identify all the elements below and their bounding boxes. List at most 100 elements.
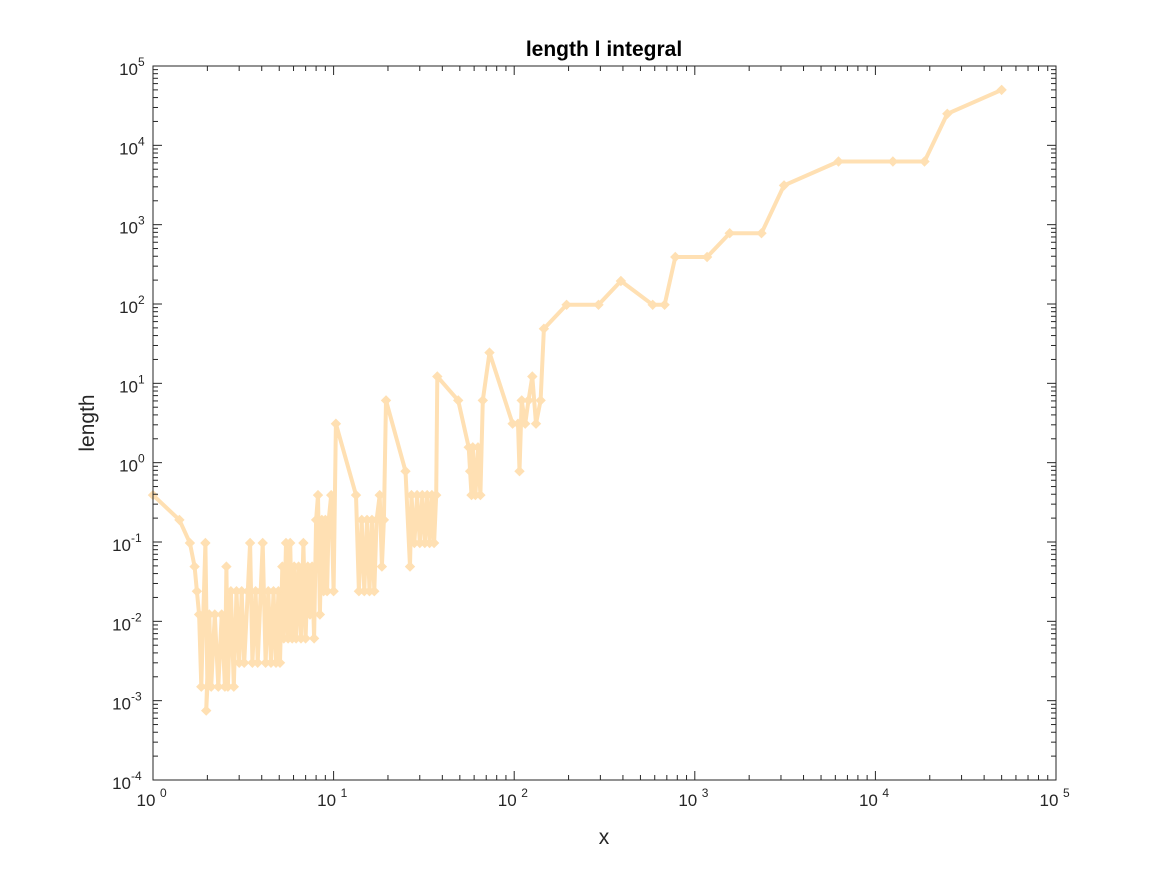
data-point-marker: [293, 561, 304, 572]
data-point-marker: [701, 251, 713, 263]
data-point-marker: [430, 489, 442, 501]
data-point-marker: [184, 537, 196, 549]
data-point-marker: [724, 227, 735, 239]
data-point-marker: [242, 585, 254, 597]
data-point-marker: [189, 561, 200, 572]
x-tick-exponent: 0: [160, 786, 167, 800]
data-point-marker: [538, 323, 550, 334]
data-point-marker: [535, 395, 546, 406]
data-point-marker: [376, 561, 388, 572]
data-point-marker: [273, 585, 284, 597]
data-point-marker: [306, 561, 318, 572]
tick-layer: [152, 65, 1057, 781]
data-point-marker: [284, 537, 296, 549]
data-point-marker: [244, 537, 256, 549]
data-point-marker: [452, 395, 464, 406]
data-point-marker: [323, 514, 334, 526]
data-point-marker: [216, 609, 227, 620]
data-point-marker: [400, 465, 411, 477]
y-tick-exponent: -1: [131, 531, 142, 545]
y-tick-exponent: 4: [138, 134, 145, 148]
data-point-marker: [514, 465, 525, 477]
y-tick-exponent: -3: [131, 690, 142, 704]
data-point-marker: [369, 585, 380, 597]
data-point-marker: [756, 227, 767, 239]
data-point-marker: [512, 418, 524, 429]
data-point-marker: [314, 609, 326, 620]
tick-label-layer: 10 0 10 1 10 2 10 3 10 4 10 510 -410 -310 -210 -110 010 1…: [112, 55, 1070, 810]
data-point-marker: [304, 609, 316, 620]
data-point-marker: [221, 561, 232, 572]
data-point-marker: [378, 514, 390, 526]
data-point-marker: [516, 395, 527, 406]
y-tick-exponent: 5: [138, 55, 145, 69]
data-point-marker: [561, 299, 572, 311]
data-point-marker: [277, 561, 288, 572]
data-point-marker: [174, 514, 185, 526]
y-tick-label: 10: [119, 457, 138, 476]
data-point-marker: [996, 84, 1007, 96]
data-point-marker: [200, 537, 211, 549]
x-tick-exponent: 5: [1063, 786, 1070, 800]
data-point-marker: [252, 657, 263, 669]
data-point-marker: [374, 489, 385, 501]
plot-area-frame: [152, 65, 1057, 781]
x-tick-label: 10: [317, 791, 336, 810]
x-tick-label: 10: [137, 791, 156, 810]
y-tick-exponent: 0: [138, 452, 145, 466]
x-tick-exponent: 1: [341, 786, 348, 800]
data-point-marker: [371, 514, 382, 526]
x-tick-label: 10: [859, 791, 878, 810]
y-tick-label: 10: [119, 60, 138, 79]
y-tick-exponent: -2: [131, 610, 142, 624]
data-point-marker: [887, 156, 899, 167]
data-point-marker: [257, 537, 268, 549]
data-point-marker: [228, 681, 240, 692]
data-point-marker: [472, 442, 484, 453]
data-point-marker: [778, 180, 790, 191]
data-point-marker: [464, 465, 476, 477]
data-point-marker: [530, 418, 542, 429]
data-point-marker: [330, 418, 342, 429]
y-tick-label: 10: [112, 774, 131, 793]
x-tick-exponent: 2: [521, 786, 528, 800]
y-tick-label: 10: [119, 377, 138, 396]
series-line: [151, 87, 1004, 713]
data-point-marker: [593, 299, 604, 311]
y-tick-label: 10: [112, 536, 131, 555]
data-point-marker: [475, 489, 486, 501]
data-point-marker: [404, 561, 416, 572]
x-tick-exponent: 3: [702, 786, 709, 800]
series-layer: [147, 84, 1007, 716]
y-tick-label: 10: [119, 219, 138, 238]
x-tick-label: 10: [678, 791, 697, 810]
y-tick-exponent: 1: [138, 372, 145, 386]
data-point-marker: [519, 418, 531, 429]
y-tick-exponent: 2: [138, 293, 145, 307]
data-point-marker: [523, 395, 534, 406]
data-point-marker: [205, 681, 217, 692]
y-tick-label: 10: [119, 139, 138, 158]
data-point-marker: [238, 657, 250, 669]
y-tick-label: 10: [112, 695, 131, 714]
data-point-marker: [274, 657, 286, 669]
data-point-marker: [308, 633, 320, 644]
y-tick-label: 10: [112, 615, 131, 634]
y-tick-exponent: 3: [138, 214, 145, 228]
data-point-marker: [659, 299, 670, 311]
x-tick-label: 10: [498, 791, 517, 810]
data-point-marker: [350, 489, 362, 501]
data-point-marker: [325, 489, 337, 501]
x-tick-label: 10: [1040, 791, 1059, 810]
data-point-marker: [833, 156, 844, 167]
data-point-marker: [615, 275, 627, 287]
x-axis-title: x: [599, 826, 610, 849]
data-point-marker: [432, 371, 443, 382]
data-point-marker: [300, 633, 311, 644]
data-point-marker: [919, 156, 930, 167]
data-point-marker: [670, 251, 681, 263]
data-point-marker: [380, 395, 392, 406]
y-axis-title: length: [76, 394, 99, 451]
